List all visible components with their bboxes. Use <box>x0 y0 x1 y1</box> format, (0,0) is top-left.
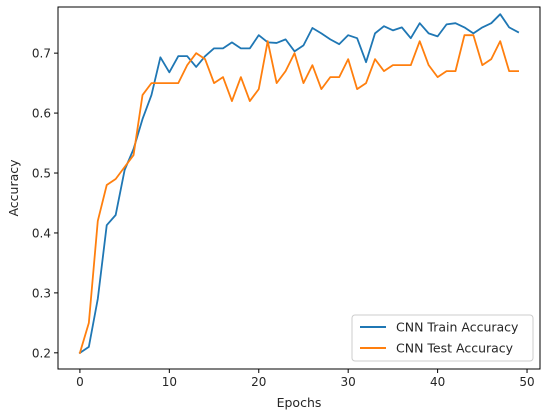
series-layer <box>78 13 520 355</box>
legend-label-test: CNN Test Accuracy <box>396 341 514 356</box>
legend: CNN Train Accuracy CNN Test Accuracy <box>351 314 534 362</box>
legend-box <box>351 314 534 362</box>
x-tick-label: 0 <box>76 375 84 389</box>
y-tick-label: 0.7 <box>32 47 51 61</box>
y-tick-label: 0.6 <box>32 107 51 121</box>
x-axis-label: Epochs <box>277 395 322 410</box>
y-axis: 0.2 0.3 0.4 0.5 0.6 0.7 <box>32 47 58 360</box>
series-line-test <box>78 34 519 354</box>
y-tick-label: 0.4 <box>32 226 51 240</box>
y-tick-label: 0.3 <box>32 286 51 300</box>
y-tick-label: 0.5 <box>32 167 51 181</box>
legend-label-train: CNN Train Accuracy <box>396 320 519 335</box>
y-axis-label: Accuracy <box>6 159 21 217</box>
series-line-train <box>78 13 520 355</box>
y-tick-label: 0.2 <box>32 346 51 360</box>
x-tick-label: 50 <box>519 375 534 389</box>
x-tick-label: 20 <box>251 375 266 389</box>
plot-frame <box>57 6 541 370</box>
x-tick-label: 30 <box>341 375 356 389</box>
x-tick-label: 10 <box>162 375 177 389</box>
x-tick-label: 40 <box>430 375 445 389</box>
x-axis: 0 10 20 30 40 50 <box>76 369 535 389</box>
